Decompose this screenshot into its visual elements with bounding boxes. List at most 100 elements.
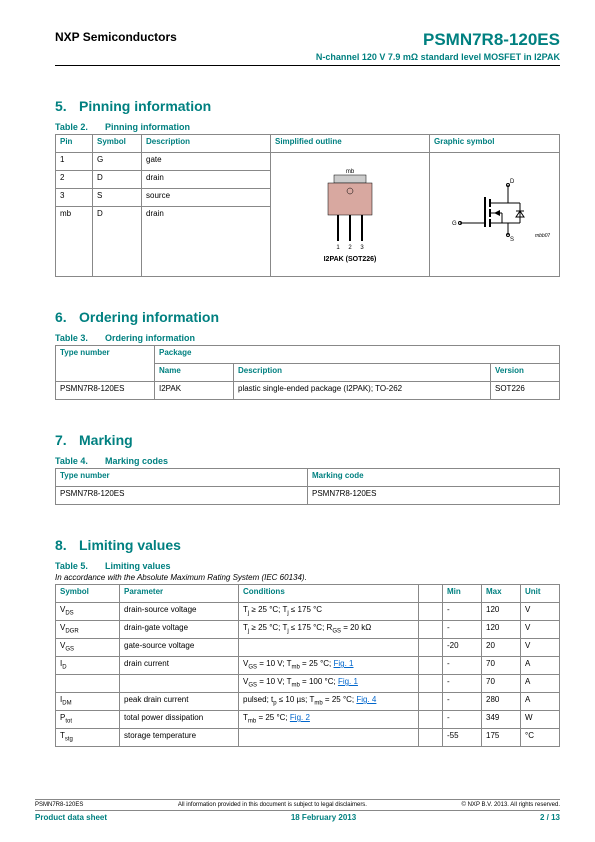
table-cell xyxy=(419,711,443,729)
col-pkg: Package xyxy=(155,346,560,364)
footer-copyright: © NXP B.V. 2013. All rights reserved. xyxy=(462,802,560,808)
table-cell: Tj ≥ 25 °C; Tj ≤ 175 °C xyxy=(239,603,419,621)
col-code: Marking code xyxy=(308,469,560,487)
table-cell: Ptot xyxy=(56,711,120,729)
table-cell: plastic single-ended package (I2PAK); TO… xyxy=(234,382,491,400)
table-cell: 120 xyxy=(482,621,521,639)
col-cond: Conditions xyxy=(239,585,419,603)
footer-disclaimer: All information provided in this documen… xyxy=(178,802,367,808)
table-cell: - xyxy=(443,693,482,711)
footer-page: 2 / 13 xyxy=(540,813,560,822)
table-row: VDGRdrain-gate voltageTj ≥ 25 °C; Tj ≤ 1… xyxy=(56,621,560,639)
footer-product: PSMN7R8-120ES xyxy=(35,802,83,808)
table-cell: VGS xyxy=(56,639,120,657)
table-cell: ID xyxy=(56,657,120,675)
svg-text:1: 1 xyxy=(336,245,340,251)
table-cell: - xyxy=(443,621,482,639)
table-row: VGSgate-source voltage-2020V xyxy=(56,639,560,657)
table-2-caption: Table 2.Pinning information xyxy=(55,122,560,132)
company-name: NXP Semiconductors xyxy=(55,30,177,44)
graphic-symbol: D xyxy=(430,153,560,277)
table-cell xyxy=(120,675,239,693)
col-unit: Unit xyxy=(521,585,560,603)
table-cell: Tj ≥ 25 °C; Tj ≤ 175 °C; RGS = 20 kΩ xyxy=(239,621,419,639)
section-8-title: 8.Limiting values xyxy=(55,537,560,553)
table-cell: PSMN7R8-120ES xyxy=(308,487,560,505)
table-cell: 1 xyxy=(56,153,93,171)
col-outline: Simplified outline xyxy=(271,135,430,153)
table-cell xyxy=(419,729,443,747)
table-cell: V xyxy=(521,621,560,639)
table-cell: V xyxy=(521,603,560,621)
table-cell: - xyxy=(443,711,482,729)
table-cell: drain-gate voltage xyxy=(120,621,239,639)
table-cell: Tstg xyxy=(56,729,120,747)
table-cell xyxy=(419,621,443,639)
table-cell: drain-source voltage xyxy=(120,603,239,621)
table-cell: gate-source voltage xyxy=(120,639,239,657)
table-cell xyxy=(419,603,443,621)
svg-text:mb: mb xyxy=(346,169,355,175)
package-outline: mb 1 2 3 I2PAK (SOT226) xyxy=(271,153,430,277)
table-5-caption: Table 5.Limiting values xyxy=(55,561,560,571)
table-cell: total power dissipation xyxy=(120,711,239,729)
table-cell: S xyxy=(93,189,142,207)
section-5-title: 5.Pinning information xyxy=(55,98,560,114)
table-cell: °C xyxy=(521,729,560,747)
table-cell: -55 xyxy=(443,729,482,747)
table-cell: drain current xyxy=(120,657,239,675)
footer-date: 18 February 2013 xyxy=(291,813,356,822)
table-cell xyxy=(239,729,419,747)
table-cell: storage temperature xyxy=(120,729,239,747)
table-row: IDMpeak drain currentpulsed; tp ≤ 10 µs;… xyxy=(56,693,560,711)
table-cell: A xyxy=(521,675,560,693)
col-pin: Pin xyxy=(56,135,93,153)
pinning-table: Pin Symbol Description Simplified outlin… xyxy=(55,134,560,277)
table-cell: - xyxy=(443,603,482,621)
table-cell: PSMN7R8-120ES xyxy=(56,487,308,505)
table-cell: W xyxy=(521,711,560,729)
table-cell: D xyxy=(93,207,142,277)
table-5-note: In accordance with the Absolute Maximum … xyxy=(55,573,560,582)
col-max: Max xyxy=(482,585,521,603)
table-cell: 70 xyxy=(482,675,521,693)
marking-table: Type number Marking code PSMN7R8-120ES P… xyxy=(55,468,560,505)
table-cell: pulsed; tp ≤ 10 µs; Tmb = 25 °C; Fig. 4 xyxy=(239,693,419,711)
table-cell: D xyxy=(93,171,142,189)
table-cell: peak drain current xyxy=(120,693,239,711)
table-cell xyxy=(419,675,443,693)
header: NXP Semiconductors PSMN7R8-120ES N-chann… xyxy=(55,30,560,62)
col-param: Parameter xyxy=(120,585,239,603)
table-cell: IDM xyxy=(56,693,120,711)
col-graphic: Graphic symbol xyxy=(430,135,560,153)
col-ver: Version xyxy=(491,364,560,382)
table-cell xyxy=(56,675,120,693)
table-4-caption: Table 4.Marking codes xyxy=(55,456,560,466)
col-desc: Description xyxy=(142,135,271,153)
table-cell: PSMN7R8-120ES xyxy=(56,382,155,400)
col-symbol: Symbol xyxy=(93,135,142,153)
svg-text:D: D xyxy=(510,179,515,185)
svg-text:S: S xyxy=(510,237,514,243)
table-cell xyxy=(239,639,419,657)
col-min: Min xyxy=(443,585,482,603)
footer: PSMN7R8-120ES All information provided i… xyxy=(35,799,560,822)
table-3-caption: Table 3.Ordering information xyxy=(55,333,560,343)
table-row: VDSdrain-source voltageTj ≥ 25 °C; Tj ≤ … xyxy=(56,603,560,621)
table-cell: VDS xyxy=(56,603,120,621)
limiting-table: Symbol Parameter Conditions Min Max Unit… xyxy=(55,584,560,747)
svg-text:mbb076: mbb076 xyxy=(535,233,550,239)
table-cell: 20 xyxy=(482,639,521,657)
table-cell: 2 xyxy=(56,171,93,189)
svg-text:G: G xyxy=(452,221,457,227)
table-cell xyxy=(419,657,443,675)
table-cell: -20 xyxy=(443,639,482,657)
table-cell xyxy=(419,639,443,657)
table-cell: 120 xyxy=(482,603,521,621)
table-cell: drain xyxy=(142,207,271,277)
col-type: Type number xyxy=(56,346,155,382)
ordering-table: Type number Package Name Description Ver… xyxy=(55,345,560,400)
table-cell: 280 xyxy=(482,693,521,711)
table-row: Ptottotal power dissipationTmb = 25 °C; … xyxy=(56,711,560,729)
table-cell: SOT226 xyxy=(491,382,560,400)
